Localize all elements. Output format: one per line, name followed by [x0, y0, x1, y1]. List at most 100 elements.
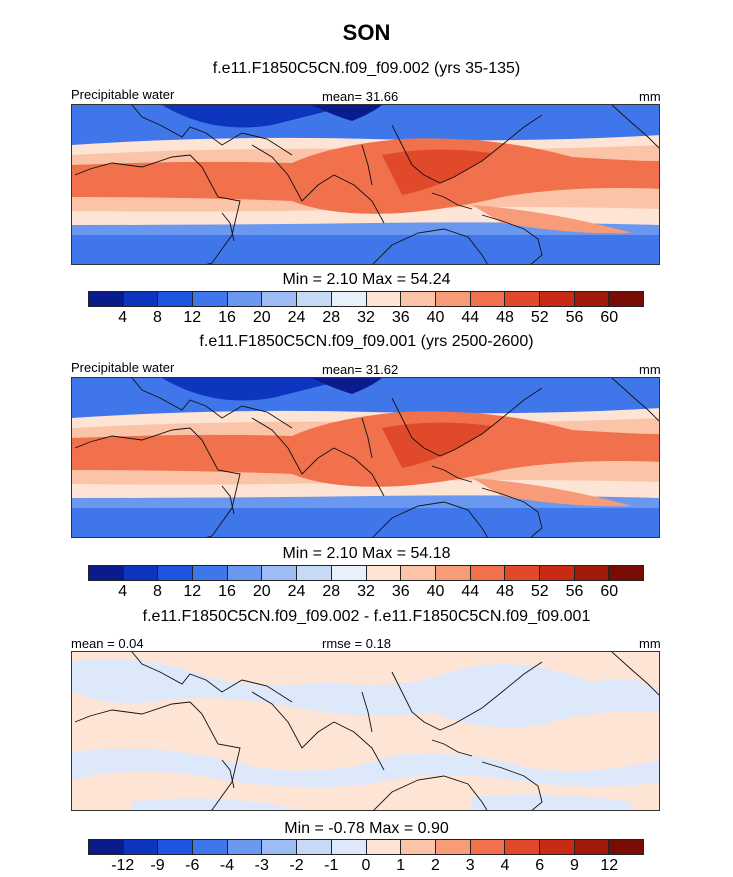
colorbar-tick-label: 28	[322, 309, 341, 326]
panel3-colorbar	[88, 839, 644, 855]
colorbar-swatch	[262, 840, 298, 854]
panel2-map	[71, 377, 660, 538]
colorbar-tick-label: -3	[254, 857, 269, 874]
colorbar-swatch	[123, 840, 159, 854]
colorbar-tick-label: 16	[218, 309, 236, 326]
colorbar-tick-label: -12	[111, 857, 135, 874]
colorbar-swatch	[401, 566, 436, 580]
negative-difference-region	[72, 748, 659, 787]
coastline	[431, 739, 473, 757]
panel3-minmax: Min = -0.78 Max = 0.90	[284, 820, 449, 837]
panel3-units-label: mm	[639, 636, 661, 651]
colorbar-swatch	[609, 566, 643, 580]
colorbar-tick-label: 12	[600, 857, 619, 874]
colorbar-tick-label: 2	[431, 857, 440, 874]
colorbar-tick-label: -1	[324, 857, 339, 874]
colorbar-tick-label: 16	[218, 583, 236, 600]
colorbar-swatch	[470, 840, 506, 854]
colorbar-swatch	[366, 292, 402, 306]
coastline	[131, 652, 293, 703]
panel3-map	[71, 651, 660, 811]
coastline	[611, 378, 659, 422]
panel3-mean-label: mean = 0.04	[71, 636, 144, 651]
negative-difference-region	[72, 658, 659, 728]
colorbar-swatch	[89, 292, 124, 306]
coastline	[431, 465, 473, 483]
dry-region	[162, 378, 352, 401]
negative-difference-region	[132, 798, 292, 810]
colorbar-swatch	[435, 840, 471, 854]
colorbar-tick-label: 32	[357, 309, 375, 326]
coastline	[74, 701, 241, 810]
spcz-band	[472, 205, 632, 234]
colorbar-swatch	[297, 840, 332, 854]
colorbar-tick-label: 44	[461, 583, 480, 600]
colorbar-tick-label: 56	[565, 309, 584, 326]
colorbar-tick-label: 8	[153, 583, 162, 600]
spcz-band	[472, 478, 632, 507]
panel2-minmax: Min = 2.10 Max = 54.18	[282, 545, 451, 562]
colorbar-tick-label: 36	[391, 583, 410, 600]
colorbar-swatch	[539, 566, 575, 580]
dry-region	[162, 105, 352, 128]
colorbar-tick-label: 48	[496, 583, 514, 600]
colorbar-tick-label: 4	[118, 309, 128, 326]
colorbar-swatch	[89, 840, 124, 854]
colorbar-swatch	[609, 840, 643, 854]
coastline	[391, 114, 543, 184]
colorbar-swatch	[505, 840, 540, 854]
panel3-title: f.e11.F1850C5CN.f09_f09.002 - f.e11.F185…	[142, 608, 591, 625]
colorbar-swatch	[89, 566, 124, 580]
colorbar-tick-label: 24	[287, 583, 306, 600]
coastline	[391, 661, 543, 731]
driest-region	[312, 378, 382, 394]
panel1-colorbar	[88, 291, 644, 307]
colorbar-tick-label: 12	[183, 583, 202, 600]
colorbar-swatch	[435, 292, 471, 306]
colorbar-tick-label: 52	[530, 583, 549, 600]
coastline	[361, 144, 373, 186]
panel1-map	[71, 104, 660, 265]
panel1-variable-label: Precipitable water	[71, 87, 175, 102]
colorbar-swatch	[158, 292, 194, 306]
colorbar-tick-label: 0	[361, 857, 371, 874]
panel1-minmax: Min = 2.10 Max = 54.24	[282, 271, 451, 288]
colorbar-swatch	[193, 840, 228, 854]
coastline	[221, 759, 235, 789]
coastline	[131, 378, 293, 429]
wettest-region	[72, 411, 659, 487]
panel2-mean-label: mean= 31.62	[322, 362, 399, 377]
coastline	[74, 427, 241, 537]
colorbar-swatch	[366, 840, 402, 854]
colorbar-swatch	[574, 840, 610, 854]
coastline	[481, 761, 543, 810]
coastline	[221, 212, 235, 242]
southern-band	[72, 235, 659, 264]
colorbar-tick-label: 48	[496, 309, 514, 326]
southern-band	[72, 508, 659, 537]
colorbar-swatch	[574, 566, 610, 580]
colorbar-swatch	[158, 566, 194, 580]
colorbar-swatch	[470, 292, 506, 306]
coastline	[373, 775, 488, 810]
colorbar-swatch	[227, 840, 263, 854]
colorbar-swatch	[158, 840, 194, 854]
colorbar-swatch	[401, 292, 436, 306]
coastline	[361, 417, 373, 459]
panel2-units-label: mm	[639, 362, 661, 377]
colorbar-tick-label: 52	[530, 309, 549, 326]
panel1-colorbar-ticks: 4 8 12 16 20 24 28 32 36 40 44 48 52 56 60	[88, 309, 644, 327]
colorbar-tick-label: -6	[185, 857, 200, 874]
coastline	[361, 691, 373, 733]
colorbar-swatch	[227, 566, 263, 580]
coastline	[431, 192, 473, 210]
colorbar-tick-label: 4	[500, 857, 510, 874]
colorbar-swatch	[123, 292, 159, 306]
colorbar-swatch	[609, 292, 643, 306]
coastline	[611, 652, 659, 696]
colorbar-swatch	[193, 292, 228, 306]
panel1-title: f.e11.F1850C5CN.f09_f09.002 (yrs 35-135)	[212, 60, 521, 77]
colorbar-tick-label: 36	[391, 309, 410, 326]
colorbar-tick-label: 44	[461, 309, 480, 326]
colorbar-tick-label: 20	[252, 309, 271, 326]
